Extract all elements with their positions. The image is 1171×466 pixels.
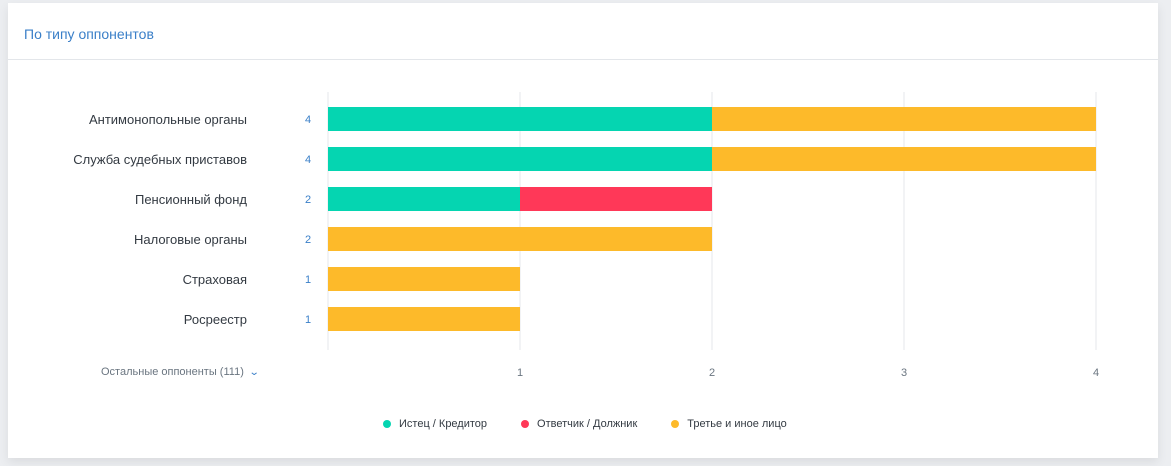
bar-segment xyxy=(712,147,1096,171)
bar-segment xyxy=(520,187,712,211)
total-count-label: 2 xyxy=(305,194,311,206)
total-count-label: 1 xyxy=(305,274,311,286)
category-label: Пенсионный фонд xyxy=(135,192,247,207)
chevron-down-icon: ⌄ xyxy=(248,367,260,378)
bar-segment xyxy=(328,307,520,331)
category-label: Антимонопольные органы xyxy=(89,112,247,127)
total-count-label: 1 xyxy=(305,314,311,326)
legend-item-plaintiff[interactable]: Истец / Кредитор xyxy=(383,418,487,430)
card-title: По типу оппонентов xyxy=(24,26,154,42)
legend-label-defendant: Ответчик / Должник xyxy=(537,418,638,430)
legend-dot-plaintiff xyxy=(383,420,391,428)
legend-dot-third-party xyxy=(671,420,680,428)
total-count-label: 4 xyxy=(305,154,311,166)
legend-label-plaintiff: Истец / Кредитор xyxy=(399,418,488,430)
bar-segment xyxy=(328,187,520,211)
legend-item-defendant[interactable]: Ответчик / Должник xyxy=(521,418,637,430)
bar-segment xyxy=(328,107,712,131)
bar-segment xyxy=(328,227,712,251)
bar-segment xyxy=(328,147,712,171)
legend-label-third-party: Третье и иное лицо xyxy=(687,418,787,430)
legend-dot-defendant xyxy=(521,420,530,428)
chart-legend: Истец / Кредитор Ответчик / Должник Трет… xyxy=(383,418,787,430)
other-opponents-label: Остальные оппоненты (111) xyxy=(101,366,244,378)
total-count-label: 4 xyxy=(305,114,311,126)
legend-item-third-party[interactable]: Третье и иное лицо xyxy=(671,418,787,430)
x-tick-label: 3 xyxy=(901,367,907,379)
header-divider xyxy=(8,59,1158,60)
x-tick-label: 4 xyxy=(1093,367,1099,379)
bar-segment xyxy=(328,267,520,291)
other-opponents-toggle[interactable]: Остальные оппоненты (111) ⌄ xyxy=(101,366,260,378)
x-tick-label: 2 xyxy=(709,367,715,379)
category-label: Налоговые органы xyxy=(134,232,247,247)
x-tick-label: 1 xyxy=(517,367,523,379)
category-label: Страховая xyxy=(183,272,247,287)
category-label: Служба судебных приставов xyxy=(73,152,247,167)
bar-segment xyxy=(712,107,1096,131)
category-label: Росреестр xyxy=(184,312,247,327)
total-count-label: 2 xyxy=(305,234,311,246)
